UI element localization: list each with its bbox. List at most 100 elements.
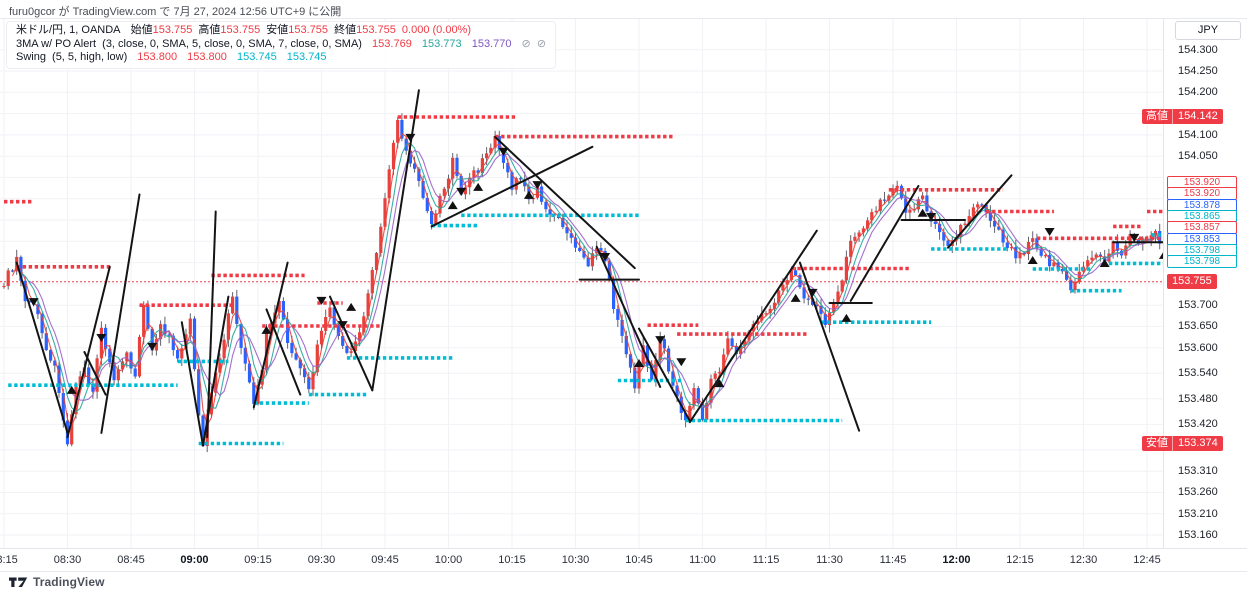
- candle-body[interactable]: [1022, 252, 1026, 254]
- candle-body[interactable]: [353, 341, 357, 352]
- candle-body[interactable]: [993, 220, 997, 227]
- candle-body[interactable]: [717, 372, 721, 374]
- alert-marker-up[interactable]: [346, 302, 357, 311]
- candle-body[interactable]: [730, 338, 734, 347]
- candle-body[interactable]: [413, 163, 417, 169]
- candle-body[interactable]: [798, 275, 802, 288]
- trend-line[interactable]: [265, 308, 302, 396]
- candle-body[interactable]: [324, 317, 328, 331]
- candle-body[interactable]: [1018, 252, 1022, 259]
- candle-body[interactable]: [421, 181, 425, 198]
- candle-body[interactable]: [565, 227, 569, 234]
- candle-body[interactable]: [874, 210, 878, 213]
- candle-body[interactable]: [578, 247, 582, 251]
- candle-body[interactable]: [832, 303, 836, 313]
- candle-body[interactable]: [662, 339, 666, 349]
- candle-body[interactable]: [658, 339, 662, 361]
- alert-marker-down[interactable]: [1044, 227, 1055, 236]
- alert-marker-up[interactable]: [66, 385, 77, 394]
- candle-body[interactable]: [1060, 269, 1064, 272]
- candle-body[interactable]: [49, 350, 53, 361]
- candle-body[interactable]: [1073, 281, 1077, 291]
- candle-body[interactable]: [1090, 257, 1094, 261]
- candle-body[interactable]: [599, 248, 603, 251]
- candle-body[interactable]: [383, 198, 387, 227]
- candle-body[interactable]: [840, 280, 844, 292]
- candle-body[interactable]: [61, 393, 65, 421]
- candle-body[interactable]: [235, 296, 239, 324]
- price-axis[interactable]: JPY 154.300 154.250 154.200 154.100 154.050 1…: [1142, 19, 1247, 548]
- candle-body[interactable]: [480, 158, 484, 174]
- candle-body[interactable]: [836, 291, 840, 304]
- candle-body[interactable]: [6, 270, 10, 286]
- candle-body[interactable]: [739, 346, 743, 355]
- candle-body[interactable]: [967, 216, 971, 224]
- candle-body[interactable]: [861, 228, 865, 233]
- candle-body[interactable]: [624, 335, 628, 355]
- candle-body[interactable]: [561, 218, 565, 228]
- alert-marker-up[interactable]: [633, 359, 644, 368]
- candle-body[interactable]: [497, 136, 501, 150]
- candle-body[interactable]: [781, 284, 785, 291]
- trend-line[interactable]: [595, 245, 662, 388]
- candle-body[interactable]: [1052, 262, 1056, 267]
- alert-marker-up[interactable]: [523, 190, 534, 199]
- candle-body[interactable]: [108, 348, 112, 363]
- alert-marker-up[interactable]: [261, 325, 272, 334]
- legend-panel[interactable]: 米ドル/円, 1, OANDA 始値153.755 高値153.755 安値15…: [6, 21, 557, 69]
- candle-body[interactable]: [904, 198, 908, 213]
- candle-body[interactable]: [1043, 255, 1047, 257]
- candle-body[interactable]: [633, 367, 637, 389]
- trend-line[interactable]: [15, 261, 69, 434]
- candle-body[interactable]: [959, 224, 963, 237]
- candle-body[interactable]: [1065, 271, 1069, 280]
- candle-body[interactable]: [971, 207, 975, 217]
- alert-marker-down[interactable]: [456, 187, 467, 196]
- candle-body[interactable]: [459, 175, 463, 195]
- alert-marker-down[interactable]: [147, 342, 158, 351]
- candle-body[interactable]: [654, 360, 658, 380]
- candle-body[interactable]: [650, 365, 654, 380]
- candle-body[interactable]: [133, 368, 137, 377]
- candle-body[interactable]: [1069, 279, 1073, 291]
- alert-marker-up[interactable]: [447, 201, 458, 210]
- candle-body[interactable]: [938, 223, 942, 233]
- trend-line[interactable]: [494, 136, 636, 270]
- candle-body[interactable]: [40, 314, 44, 334]
- candle-body[interactable]: [942, 232, 946, 241]
- candle-body[interactable]: [849, 240, 853, 257]
- candle-body[interactable]: [823, 313, 827, 325]
- candle-body[interactable]: [645, 345, 650, 366]
- candle-body[interactable]: [535, 186, 539, 198]
- candle-body[interactable]: [2, 285, 6, 288]
- candle-body[interactable]: [341, 335, 345, 346]
- candle-body[interactable]: [171, 335, 175, 351]
- tradingview-logo-text[interactable]: TradingView: [33, 575, 105, 589]
- candle-body[interactable]: [91, 383, 95, 392]
- currency-toggle-button[interactable]: JPY: [1175, 21, 1241, 40]
- alert-marker-down[interactable]: [1129, 233, 1140, 242]
- trend-line[interactable]: [66, 265, 111, 439]
- candle-body[interactable]: [10, 270, 15, 272]
- candle-body[interactable]: [705, 402, 709, 420]
- candle-body[interactable]: [908, 209, 912, 213]
- candle-body[interactable]: [180, 348, 184, 359]
- candle-body[interactable]: [336, 325, 340, 336]
- candle-body[interactable]: [933, 221, 937, 225]
- candle-body[interactable]: [455, 157, 459, 176]
- candle-body[interactable]: [789, 270, 793, 281]
- alert-marker-up[interactable]: [1099, 259, 1110, 268]
- candle-body[interactable]: [303, 368, 307, 378]
- candle-body[interactable]: [510, 172, 514, 190]
- candle-body[interactable]: [214, 372, 218, 393]
- candle-body[interactable]: [468, 177, 472, 188]
- tradingview-logo-icon[interactable]: [9, 576, 28, 589]
- candle-body[interactable]: [573, 237, 578, 248]
- candle-body[interactable]: [53, 360, 57, 366]
- candle-body[interactable]: [734, 346, 738, 355]
- candle-body[interactable]: [1077, 271, 1081, 282]
- candle-body[interactable]: [700, 403, 705, 420]
- candle-body[interactable]: [637, 366, 641, 389]
- candle-body[interactable]: [252, 382, 256, 404]
- alert-marker-down[interactable]: [337, 321, 348, 330]
